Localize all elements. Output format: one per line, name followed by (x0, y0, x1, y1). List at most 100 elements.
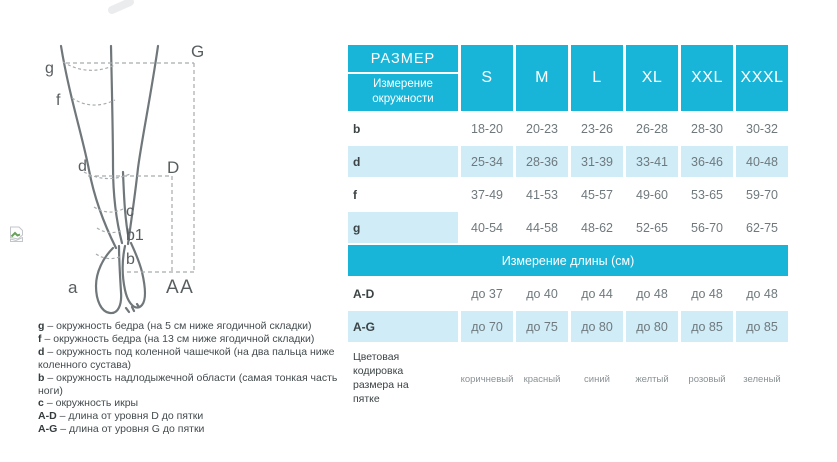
legend-text: – окружность икры (46, 397, 139, 410)
legend-item-g: g – окружность бедра (на 5 см ниже ягодич… (38, 320, 342, 333)
value-cell: 26-28 (636, 121, 668, 136)
legend-item-d: d – окружность под коленной чашечкой (на … (38, 346, 342, 372)
color-coding-label: Цветовая кодировка размера на пятке (353, 351, 409, 405)
value-cell: до 40 (526, 286, 558, 301)
value-cell: до 70 (461, 311, 513, 342)
table-row-g: g 40-54 44-58 48-62 52-65 56-70 62-75 (348, 212, 788, 243)
header-size-m: M (516, 45, 568, 111)
legend-text: – окружность под коленной чашечкой (на д… (38, 345, 335, 371)
diagram-label-g: g (45, 60, 54, 77)
color-name-cell: синий (584, 373, 610, 385)
value-cell: до 48 (746, 286, 778, 301)
color-name-cell: зеленый (743, 373, 781, 385)
value-cell: 56-70 (691, 220, 723, 235)
value-cell: 31-39 (571, 146, 623, 177)
legend-text: – длина от уровня G до пятки (60, 423, 205, 436)
value-cell: 62-75 (746, 220, 778, 235)
row-label: g (348, 212, 458, 243)
value-cell: 33-41 (626, 146, 678, 177)
value-cell: 52-65 (636, 220, 668, 235)
value-cell: 59-70 (746, 187, 778, 202)
value-cell: 25-34 (461, 146, 513, 177)
value-cell: до 80 (571, 311, 623, 342)
leg-measurement-diagram: g f d c b1 b a G D AA (45, 0, 204, 315)
legend-key: g (38, 320, 45, 332)
value-cell: 45-57 (581, 187, 613, 202)
diagram-label-AA: AA (166, 277, 194, 298)
value-cell: до 48 (636, 286, 668, 301)
header-size-title: РАЗМЕР (370, 50, 436, 67)
legend-item-ag: A-G – длина от уровня G до пятки (38, 423, 342, 436)
legend-key: c (38, 397, 44, 410)
table-row-b: b 18-20 20-23 23-26 26-28 28-30 30-32 (348, 113, 788, 144)
row-label: f (353, 187, 357, 202)
header-size-xxxl: XXXL (736, 45, 788, 111)
legend-item-f: f – окружность бедра (на 13 см ниже ягоди… (38, 333, 342, 346)
diagram-label-f: f (56, 92, 61, 109)
legend-text: – окружность надлодыжечной области (сама… (38, 371, 338, 397)
size-table: РАЗМЕР Измерение окружности S M L XL XXL… (348, 45, 788, 414)
value-cell: 36-46 (681, 146, 733, 177)
legend-item-c: c – окружность икры (38, 397, 342, 410)
legend-item-ad: A-D – длина от уровня D до пятки (38, 410, 342, 423)
color-name-cell: желтый (635, 373, 669, 385)
broken-image-icon (10, 226, 23, 242)
header-size-s: S (461, 45, 513, 111)
color-name-cell: розовый (688, 373, 726, 385)
legend-key: A-G (38, 423, 58, 436)
legend-key: d (38, 345, 45, 358)
leg-outlines (59, 44, 160, 315)
row-label: Цветовая кодировка размера на пятке (348, 344, 458, 414)
value-cell: до 75 (516, 311, 568, 342)
value-cell: 37-49 (471, 187, 503, 202)
table-row-ad: A-D до 37 до 40 до 44 до 48 до 48 до 48 (348, 278, 788, 309)
color-name-cell: красный (523, 373, 561, 385)
legend-key: A-D (38, 410, 57, 423)
value-cell: 53-65 (691, 187, 723, 202)
value-cell: 48-62 (581, 220, 613, 235)
value-cell: 30-32 (746, 121, 778, 136)
value-cell: 41-53 (526, 187, 558, 202)
value-cell: до 80 (626, 311, 678, 342)
value-cell: 28-36 (516, 146, 568, 177)
table-row-ag: A-G до 70 до 75 до 80 до 80 до 85 до 85 (348, 311, 788, 342)
value-cell: 23-26 (581, 121, 613, 136)
value-cell: до 37 (471, 286, 503, 301)
row-label: d (348, 146, 458, 177)
legend-key: f (38, 332, 42, 345)
diagram-label-a: a (68, 278, 78, 297)
diagram-label-d: d (78, 158, 87, 175)
value-cell: до 44 (581, 286, 613, 301)
table-row-color-coding: Цветовая кодировка размера на пятке кори… (348, 344, 788, 414)
header-measure-title: Измерение окружности (372, 78, 434, 105)
row-label: A-D (353, 286, 375, 301)
header-size-xl: XL (626, 45, 678, 111)
table-row-d: d 25-34 28-36 31-39 33-41 36-46 40-48 (348, 146, 788, 177)
diagram-label-b1: b1 (126, 227, 144, 244)
diagram-label-c: c (126, 203, 134, 220)
color-name-cell: коричневый (460, 373, 514, 385)
row-label: b (353, 121, 361, 136)
value-cell: 28-30 (691, 121, 723, 136)
measurement-legend: g – окружность бедра (на 5 см ниже ягодич… (38, 320, 342, 436)
header-size-measure-cell: РАЗМЕР Измерение окружности (348, 45, 458, 111)
scan-artifact (108, 0, 134, 14)
header-divider (348, 72, 458, 74)
value-cell: 40-48 (736, 146, 788, 177)
diagram-label-b: b (126, 251, 135, 268)
value-cell: до 85 (681, 311, 733, 342)
header-size-l: L (571, 45, 623, 111)
value-cell: 40-54 (471, 220, 503, 235)
row-label: A-G (348, 311, 458, 342)
value-cell: 44-58 (526, 220, 558, 235)
value-cell: 18-20 (471, 121, 503, 136)
value-cell: 49-60 (636, 187, 668, 202)
value-cell: 20-23 (526, 121, 558, 136)
legend-text: – окружность бедра (на 5 см ниже ягодичн… (47, 320, 312, 332)
table-row-f: f 37-49 41-53 45-57 49-60 53-65 59-70 (348, 179, 788, 210)
legend-item-b: b – окружность надлодыжечной области (сам… (38, 372, 342, 398)
measurement-guides (62, 61, 195, 273)
length-measure-banner: Измерение длины (см) (348, 245, 788, 276)
table-header-row: РАЗМЕР Измерение окружности S M L XL XXL… (348, 45, 788, 111)
